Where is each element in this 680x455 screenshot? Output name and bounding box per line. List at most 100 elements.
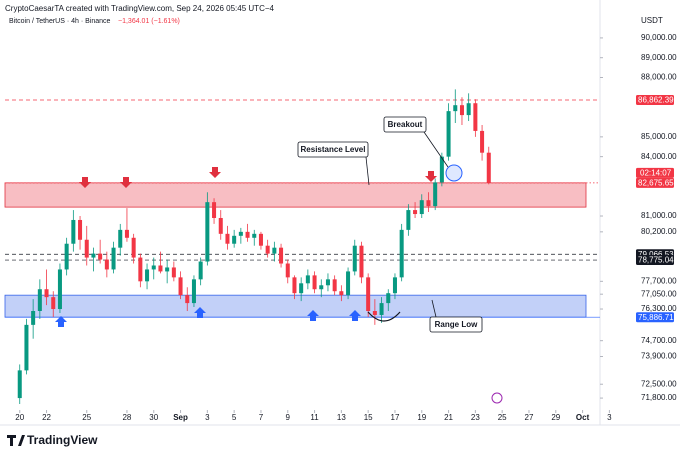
x-tick-label: 3 — [205, 413, 210, 422]
y-tick-label: 72,500.00 — [641, 379, 677, 388]
candle-body — [131, 237, 136, 258]
candle-body — [205, 202, 210, 262]
x-tick-label: 9 — [286, 413, 291, 422]
candle-body — [111, 247, 116, 270]
x-tick-label: 23 — [471, 413, 480, 422]
candle-body — [433, 182, 438, 207]
y-tick-label: 80,200.00 — [641, 227, 677, 236]
candle-body — [171, 267, 176, 278]
up-arrow — [349, 310, 361, 321]
event-icon — [491, 392, 503, 404]
price-label: 86,862.39 — [638, 96, 674, 105]
x-tick-label: 27 — [525, 413, 534, 422]
candle-body — [252, 233, 257, 238]
candle-body — [446, 111, 451, 157]
candle-body — [439, 156, 444, 183]
candle-body — [158, 265, 163, 272]
candle-body — [419, 200, 424, 215]
x-tick-label: 19 — [417, 413, 426, 422]
candle-body — [426, 200, 431, 207]
y-tick-label: 76,300.00 — [641, 304, 677, 313]
candle-body — [198, 261, 203, 280]
countdown: 02:14:07 — [640, 168, 672, 177]
candle-body — [238, 231, 243, 236]
candle-body — [24, 324, 29, 371]
down-arrow — [79, 177, 91, 188]
candle-body — [64, 243, 69, 270]
x-tick-label: Sep — [173, 413, 188, 422]
y-tick-label: 84,000.00 — [641, 152, 677, 161]
plot: 90,000.00 89,000.00 88,000.00 85,000.00 84,0… — [4, 0, 677, 425]
x-tick-label: 21 — [444, 413, 453, 422]
zone — [4, 182, 587, 208]
x-tick-label: 22 — [42, 413, 51, 422]
candle-body — [91, 253, 96, 258]
candle-body — [151, 265, 156, 270]
x-tick-label: 25 — [498, 413, 507, 422]
price-label-box — [636, 95, 674, 106]
candle-body — [71, 219, 76, 244]
candle-body — [118, 229, 123, 248]
candle-body — [191, 279, 196, 304]
x-tick-label: 15 — [364, 413, 373, 422]
annotation-arrow — [365, 156, 370, 186]
annotation: Range Low — [435, 320, 478, 329]
candle-body — [292, 277, 297, 294]
candle-body — [486, 152, 491, 183]
brand-logo — [7, 435, 25, 446]
symbol: Bitcoin / TetherUS · 4h · Binance — [9, 18, 111, 25]
countdown-box — [636, 167, 674, 178]
candle-body — [165, 267, 170, 272]
chart-title: CryptoCaesarTA created with TradingView.… — [5, 4, 275, 13]
candle-body — [453, 105, 458, 112]
candle-body — [272, 247, 277, 254]
candle-body — [258, 233, 263, 246]
candle-body — [31, 311, 36, 325]
price-label: 79,066.53 — [638, 250, 674, 259]
resistance-arrows — [79, 167, 437, 188]
candle-body — [480, 130, 485, 153]
price-label: 75,886.71 — [638, 313, 674, 322]
y-tick-label: 77,700.00 — [641, 276, 677, 285]
down-arrow — [120, 177, 132, 188]
candle-body — [346, 271, 351, 296]
candle-body — [399, 229, 404, 278]
price-label-box — [636, 177, 674, 188]
x-tick-label: 5 — [232, 413, 237, 422]
currency: USDT — [641, 16, 663, 25]
y-tick-label: 74,700.00 — [641, 336, 677, 345]
candle-body — [319, 285, 324, 290]
x-tick-label: 3 — [607, 413, 612, 422]
candle-body — [312, 275, 317, 290]
candle-body — [225, 233, 230, 244]
candle-body — [37, 289, 42, 312]
candle-body — [339, 291, 344, 296]
x-tick-label: Oct — [576, 413, 590, 422]
y-tick-label: 88,000.00 — [641, 73, 677, 82]
y-tick-label: 90,000.00 — [641, 33, 677, 42]
price-label-box — [636, 255, 674, 266]
candle-body — [57, 269, 62, 310]
annotation: Resistance Level — [301, 145, 366, 154]
candle-body — [145, 269, 150, 282]
annotation-arrow — [431, 299, 437, 318]
candle-body — [124, 229, 129, 238]
y-tick-label: 81,000.00 — [641, 211, 677, 220]
candle-body — [372, 311, 377, 315]
candle-body — [98, 253, 103, 260]
x-tick-label: 28 — [122, 413, 131, 422]
candle-body — [386, 293, 391, 304]
x-tick-label: 13 — [337, 413, 346, 422]
annotation-box — [297, 141, 369, 158]
down-arrow — [209, 167, 221, 178]
candle-body — [178, 277, 183, 296]
candle-body — [212, 202, 217, 218]
candle-body — [84, 239, 89, 258]
up-arrow — [307, 310, 319, 321]
brand: TradingView — [27, 433, 98, 447]
candle-body — [104, 259, 109, 270]
support-arrows — [55, 307, 361, 327]
annotation-box — [383, 116, 427, 133]
candle-body — [44, 289, 49, 298]
range-low-curve — [367, 311, 401, 322]
